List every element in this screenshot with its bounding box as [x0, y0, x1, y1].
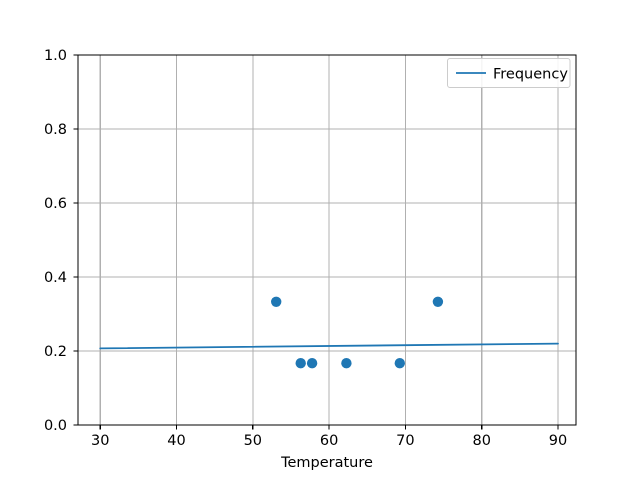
- legend-label-frequency: Frequency: [493, 67, 568, 83]
- scatter-point: [306, 358, 318, 369]
- scatter-point: [432, 296, 444, 307]
- x-axis-label: Temperature: [280, 455, 373, 471]
- x-axis-tick-labels: 30 40 50 60 70 80 90: [91, 433, 567, 449]
- ytick-label-0.2: 0.2: [44, 344, 67, 360]
- plot-area-background: [78, 55, 576, 425]
- legend-frame: [447, 58, 571, 88]
- scatter-point: [341, 358, 352, 369]
- axes-frame: [77, 54, 577, 426]
- xtick-label-70: 70: [396, 433, 414, 449]
- scatter-point: [394, 358, 405, 369]
- y-axis-tick-labels: 0.0 0.2 0.4 0.6 0.8 1.0: [44, 48, 67, 434]
- xtick-label-50: 50: [244, 433, 262, 449]
- xtick-label-60: 60: [320, 433, 338, 449]
- scatter-points-series: [271, 296, 444, 369]
- xtick-label-80: 80: [472, 433, 490, 449]
- ytick-label-0.8: 0.8: [44, 122, 67, 138]
- ytick-label-0.0: 0.0: [44, 418, 67, 434]
- y-axis-ticks: [73, 54, 78, 426]
- legend[interactable]: Frequency: [447, 58, 571, 88]
- xtick-label-90: 90: [549, 433, 567, 449]
- ytick-label-0.4: 0.4: [44, 270, 67, 286]
- scatter-point: [271, 296, 282, 307]
- xtick-label-40: 40: [167, 433, 185, 449]
- regression-line-series: [99, 342, 559, 350]
- ytick-label-1.0: 1.0: [44, 48, 67, 64]
- frequency-trend-line: [99, 342, 559, 350]
- x-axis-ticks: [99, 425, 559, 430]
- vertical-gridlines: [99, 55, 559, 425]
- ytick-label-0.6: 0.6: [44, 196, 67, 212]
- xtick-label-30: 30: [91, 433, 109, 449]
- scatter-point: [295, 358, 306, 369]
- axes-spines: [77, 54, 577, 426]
